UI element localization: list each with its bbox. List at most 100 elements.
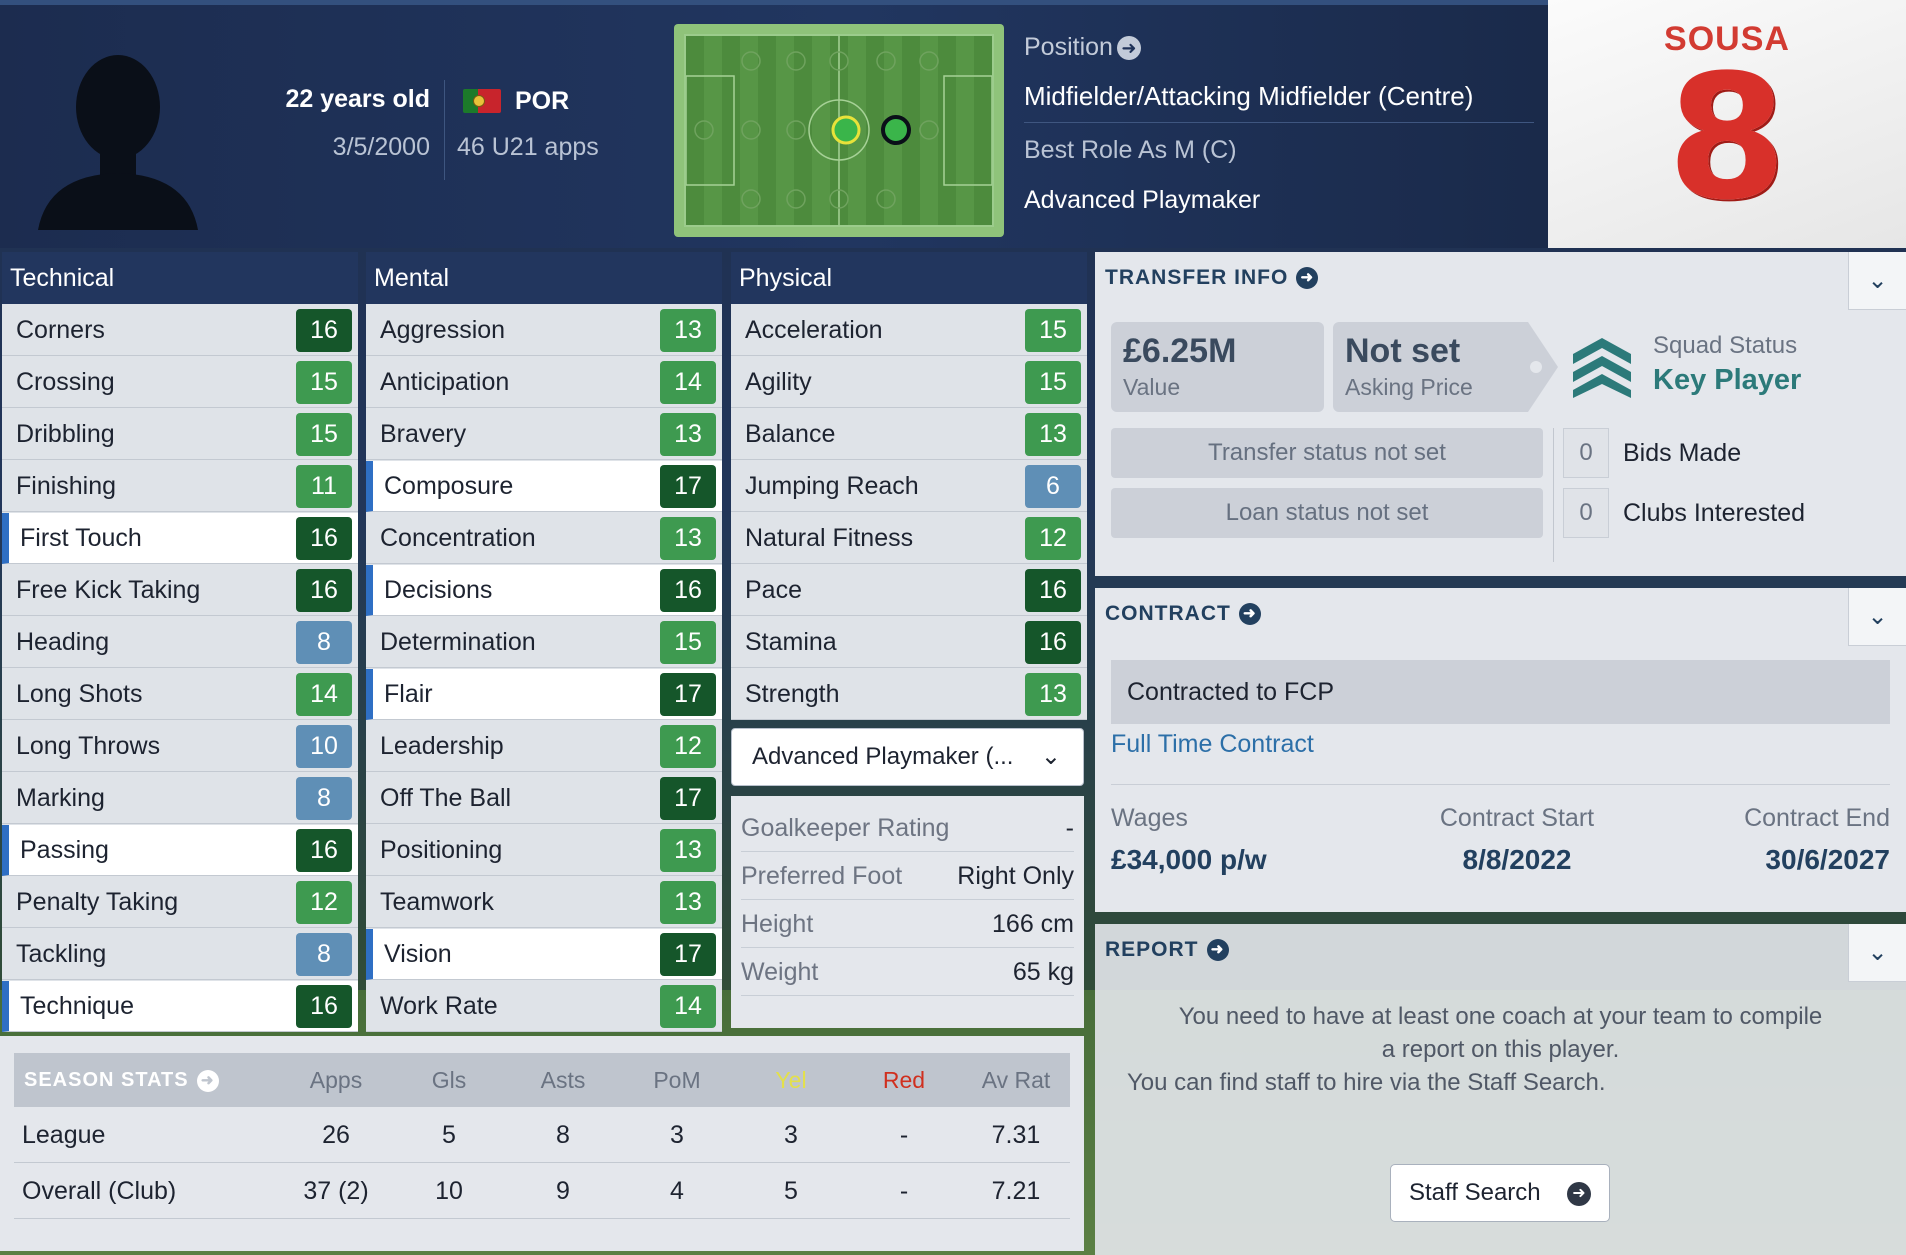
secondary-position-marker: [881, 115, 911, 145]
primary-position-marker: [831, 115, 861, 145]
arrow-right-icon[interactable]: ➜: [1116, 36, 1141, 61]
attribute-row[interactable]: Bravery 13: [366, 409, 722, 460]
attribute-name: Agility: [745, 368, 812, 396]
attribute-row[interactable]: Determination 15: [366, 617, 722, 668]
attribute-name: Heading: [16, 628, 110, 656]
squad-status-value[interactable]: Key Player: [1653, 364, 1802, 396]
arrow-right-icon[interactable]: ➜: [1296, 267, 1319, 290]
attribute-row[interactable]: Crossing 15: [2, 357, 358, 408]
attribute-value: 13: [1025, 413, 1081, 456]
attribute-row[interactable]: Vision 17: [366, 929, 722, 980]
column-header[interactable]: Av Rat: [981, 1067, 1051, 1093]
technical-panel: Technical Corners 16 Crossing 15 Dribbling 15…: [2, 252, 358, 1032]
attribute-row[interactable]: Teamwork 13: [366, 877, 722, 928]
divider: [1111, 784, 1890, 785]
chevron-down-icon[interactable]: ⌄: [1848, 924, 1906, 982]
position-pitch[interactable]: [674, 24, 1004, 237]
attribute-name: Long Shots: [16, 680, 143, 708]
attribute-row[interactable]: Stamina 16: [731, 617, 1087, 668]
attribute-row[interactable]: Composure 17: [366, 461, 722, 512]
attribute-row[interactable]: Strength 13: [731, 669, 1087, 720]
attribute-row[interactable]: Tackling 8: [2, 929, 358, 980]
attribute-row[interactable]: Marking 8: [2, 773, 358, 824]
attribute-row[interactable]: Free Kick Taking 16: [2, 565, 358, 616]
attribute-row[interactable]: Decisions 16: [366, 565, 722, 616]
attribute-value: 14: [660, 361, 716, 404]
contract-type-link[interactable]: Full Time Contract: [1111, 730, 1314, 758]
report-title[interactable]: REPORT ➜: [1105, 938, 1229, 962]
attribute-value: 15: [296, 413, 352, 456]
attribute-row[interactable]: Jumping Reach 6: [731, 461, 1087, 512]
contract-title[interactable]: CONTRACT ➜: [1105, 602, 1261, 626]
attribute-name: Concentration: [380, 524, 536, 552]
bids-count: 0: [1563, 428, 1609, 478]
attribute-row[interactable]: Corners 16: [2, 305, 358, 356]
column-header[interactable]: Asts: [540, 1067, 586, 1093]
attribute-row[interactable]: Agility 15: [731, 357, 1087, 408]
best-role: Best Role As M (C): [1024, 136, 1237, 164]
attribute-row[interactable]: First Touch 16: [2, 513, 358, 564]
attribute-row[interactable]: Aggression 13: [366, 305, 722, 356]
attribute-value: 13: [660, 829, 716, 872]
position-label[interactable]: Position ➜: [1024, 33, 1141, 62]
attribute-name: Pace: [745, 576, 802, 604]
role-select[interactable]: Advanced Playmaker (... ⌄: [731, 728, 1084, 786]
position-value: Midfielder/Attacking Midfielder (Centre): [1024, 81, 1474, 111]
attribute-row[interactable]: Concentration 13: [366, 513, 722, 564]
column-header[interactable]: PoM: [653, 1067, 701, 1093]
attribute-value: 13: [660, 413, 716, 456]
column-header[interactable]: Red: [882, 1067, 926, 1093]
panel-title: Mental: [366, 252, 722, 304]
attribute-value: 16: [1025, 621, 1081, 664]
attribute-row[interactable]: Acceleration 15: [731, 305, 1087, 356]
attribute-row[interactable]: Anticipation 14: [366, 357, 722, 408]
attribute-row[interactable]: Natural Fitness 12: [731, 513, 1087, 564]
attribute-name: Dribbling: [16, 420, 115, 448]
attribute-row[interactable]: Dribbling 15: [2, 409, 358, 460]
attribute-name: Stamina: [745, 628, 837, 656]
attribute-row[interactable]: Balance 13: [731, 409, 1087, 460]
attribute-row[interactable]: Off The Ball 17: [366, 773, 722, 824]
chevron-down-icon[interactable]: ⌄: [1848, 588, 1906, 646]
player-nationality[interactable]: POR: [515, 87, 570, 115]
chevron-down-icon[interactable]: ⌄: [1848, 252, 1906, 310]
attribute-row[interactable]: Long Throws 10: [2, 721, 358, 772]
report-message: You need to have at least one coach at y…: [1127, 1003, 1823, 1096]
loan-status-button[interactable]: Loan status not set: [1111, 488, 1543, 538]
arrow-right-icon: ➜: [1567, 1182, 1591, 1206]
attribute-value: 8: [296, 777, 352, 820]
attribute-name: Bravery: [380, 420, 467, 448]
attribute-name: First Touch: [20, 524, 142, 552]
attribute-row[interactable]: Long Shots 14: [2, 669, 358, 720]
contract-start-label: Contract Start: [1439, 804, 1595, 832]
player-dob: 3/5/2000: [332, 133, 430, 161]
attribute-name: Long Throws: [16, 732, 161, 760]
attribute-row[interactable]: Heading 8: [2, 617, 358, 668]
arrow-right-icon[interactable]: ➜: [1238, 603, 1261, 626]
season-stats-title[interactable]: SEASON STATS ➜: [24, 1053, 219, 1107]
attribute-row[interactable]: Penalty Taking 12: [2, 877, 358, 928]
attribute-row[interactable]: Pace 16: [731, 565, 1087, 616]
table-row: League 26 5 8 3 3 - 7.31: [14, 1107, 1070, 1163]
transfer-info-title[interactable]: TRANSFER INFO ➜: [1105, 266, 1319, 290]
attribute-row[interactable]: Work Rate 14: [366, 981, 722, 1032]
role-name: Advanced Playmaker: [1024, 186, 1261, 214]
column-header[interactable]: Gls: [431, 1067, 467, 1093]
transfer-status-button[interactable]: Transfer status not set: [1111, 428, 1543, 478]
attribute-row[interactable]: Technique 16: [2, 981, 358, 1032]
contract-card: CONTRACT ➜ ⌄ Contracted to FCP Full Time …: [1095, 588, 1906, 912]
attribute-row[interactable]: Passing 16: [2, 825, 358, 876]
attribute-value: 16: [296, 517, 352, 560]
attribute-row[interactable]: Leadership 12: [366, 721, 722, 772]
arrow-right-icon[interactable]: ➜: [1206, 939, 1229, 962]
staff-search-button[interactable]: Staff Search ➜: [1390, 1164, 1610, 1222]
attribute-row[interactable]: Flair 17: [366, 669, 722, 720]
asking-price-box[interactable]: Not set Asking Price: [1333, 322, 1523, 412]
attribute-name: Off The Ball: [380, 784, 512, 812]
column-header[interactable]: Yel: [775, 1067, 807, 1093]
attribute-row[interactable]: Finishing 11: [2, 461, 358, 512]
attribute-row[interactable]: Positioning 13: [366, 825, 722, 876]
attribute-name: Corners: [16, 316, 105, 344]
column-header[interactable]: Apps: [309, 1067, 363, 1093]
attribute-value: 17: [660, 777, 716, 820]
